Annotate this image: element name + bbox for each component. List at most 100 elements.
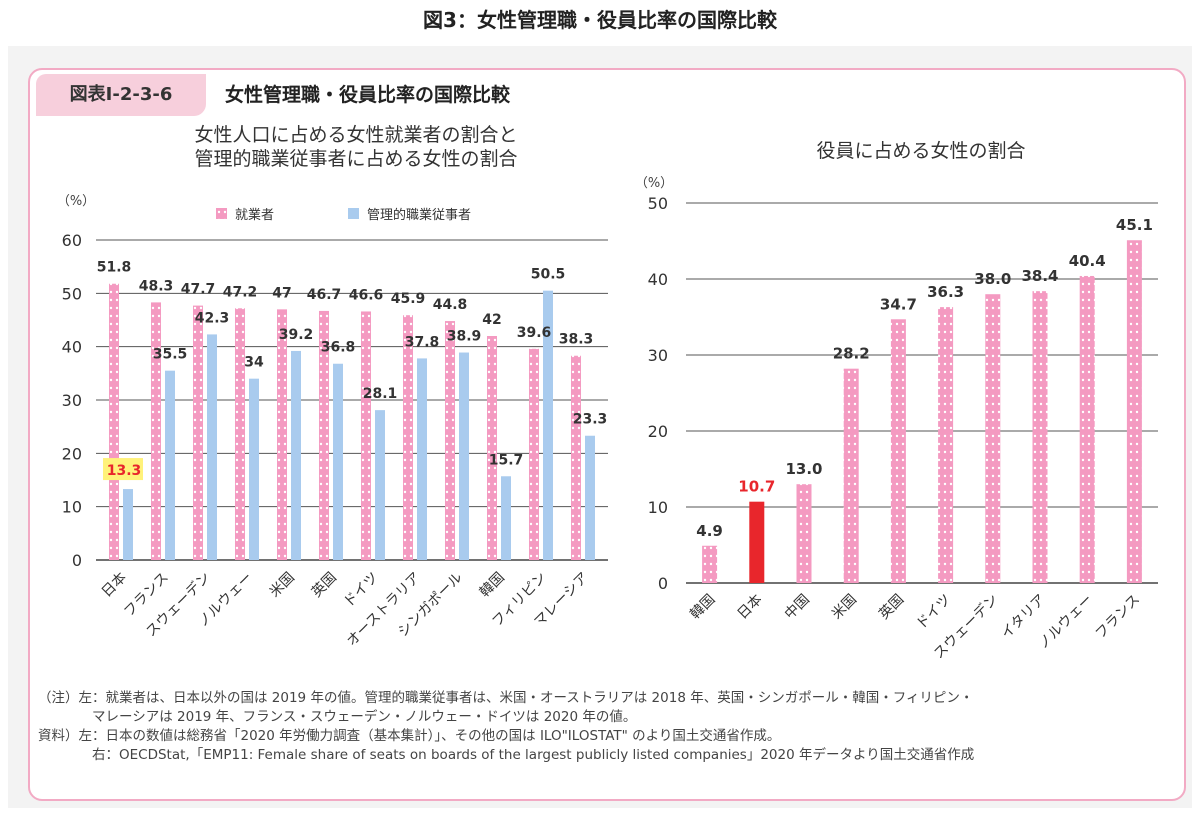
board-data-label: 13.0 bbox=[785, 460, 822, 478]
board-bar bbox=[1032, 291, 1048, 583]
data-label-employed: 46.6 bbox=[349, 287, 384, 303]
data-label-employed: 48.3 bbox=[139, 278, 174, 294]
legend-label-managers: 管理的職業従事者 bbox=[367, 207, 471, 223]
data-label-employed: 51.8 bbox=[97, 260, 132, 276]
bar-managers bbox=[585, 435, 595, 560]
data-label-managers: 28.1 bbox=[363, 386, 398, 402]
bar-managers bbox=[543, 290, 553, 560]
legend-label-employed: 就業者 bbox=[235, 207, 274, 223]
data-label-employed: 47.2 bbox=[223, 284, 258, 300]
board-bar bbox=[1126, 240, 1142, 584]
board-bar bbox=[702, 545, 718, 583]
right-chart-title: 役員に占める女性の割合 bbox=[816, 140, 1025, 162]
data-label-managers: 13.3 bbox=[107, 463, 142, 479]
data-label-managers: 37.8 bbox=[405, 334, 440, 350]
board-data-label: 45.1 bbox=[1116, 216, 1153, 234]
data-label-managers: 36.8 bbox=[321, 340, 356, 356]
left-category-label: 英国 bbox=[308, 569, 340, 601]
bar-employed bbox=[151, 302, 161, 560]
right-category-label: 英国 bbox=[875, 591, 907, 623]
left-y-tick-label: 60 bbox=[62, 231, 82, 250]
bar-managers bbox=[207, 334, 217, 560]
board-bar bbox=[890, 319, 906, 583]
right-y-tick-label: 10 bbox=[648, 498, 668, 517]
figure-number-tab: 図表Ⅰ-2-3-6 bbox=[36, 74, 206, 116]
board-data-label: 40.4 bbox=[1069, 252, 1106, 270]
bar-managers bbox=[165, 370, 175, 560]
right-y-tick-label: 20 bbox=[648, 422, 668, 441]
data-label-employed: 46.7 bbox=[307, 287, 342, 303]
right-chart: 役員に占める女性の割合 （%） 0 10 20 30 40 50 4.9 韓国 10.7 日本 13.0… bbox=[635, 140, 1158, 662]
page-title: 図3：女性管理職・役員比率の国際比較 bbox=[423, 8, 777, 32]
bar-employed bbox=[571, 355, 581, 560]
right-category-label: 日本 bbox=[735, 592, 766, 623]
data-label-employed: 47.7 bbox=[181, 282, 216, 298]
left-y-tick-label: 20 bbox=[62, 444, 82, 463]
board-bar bbox=[843, 368, 859, 583]
left-category-label: 日本 bbox=[99, 570, 130, 601]
board-data-label: 4.9 bbox=[696, 522, 723, 540]
data-label-employed: 39.6 bbox=[517, 325, 552, 341]
left-chart-title: 女性人口に占める女性就業者の割合と bbox=[194, 124, 517, 146]
left-chart-title: 管理的職業従事者に占める女性の割合 bbox=[194, 148, 517, 170]
note-line: 資料）左：日本の数値は総務省「2020 年労働力調査（基本集計）」、その他の国は… bbox=[38, 728, 781, 744]
figure-title: 女性管理職・役員比率の国際比較 bbox=[225, 84, 511, 106]
note-line: マレーシアは 2019 年、フランス・スウェーデン・ノルウェー・ドイツは 202… bbox=[92, 709, 637, 725]
data-label-employed: 42 bbox=[482, 312, 501, 328]
legend-swatch-managers bbox=[348, 208, 359, 219]
bar-employed bbox=[529, 348, 539, 560]
right-y-tick-label: 30 bbox=[648, 346, 668, 365]
bar-employed bbox=[445, 321, 455, 560]
figure-notes: （注）左：就業者は、日本以外の国は 2019 年の値。管理的職業従事者は、米国・… bbox=[38, 689, 1178, 765]
note-line: 右：OECDStat,「EMP11: Female share of seats… bbox=[92, 747, 975, 763]
right-y-tick-label: 0 bbox=[658, 574, 668, 593]
right-category-label: 中国 bbox=[782, 592, 813, 623]
left-y-tick-label: 10 bbox=[62, 498, 82, 517]
bar-managers bbox=[501, 476, 511, 560]
left-category-label: 韓国 bbox=[477, 570, 508, 601]
data-label-managers: 50.5 bbox=[531, 267, 566, 283]
board-data-label: 38.0 bbox=[974, 270, 1011, 288]
right-category-label: 米国 bbox=[829, 592, 860, 623]
left-y-tick-label: 40 bbox=[62, 338, 82, 357]
bar-managers bbox=[417, 358, 427, 560]
board-bar bbox=[985, 294, 1001, 583]
left-category-label: ドイツ bbox=[341, 570, 382, 611]
left-y-tick-label: 30 bbox=[62, 391, 82, 410]
bar-managers bbox=[333, 363, 343, 560]
board-data-label: 34.7 bbox=[880, 295, 917, 313]
right-y-unit: （%） bbox=[635, 176, 673, 191]
board-bar bbox=[938, 307, 954, 583]
right-category-label: 韓国 bbox=[687, 592, 718, 623]
board-bar bbox=[1079, 275, 1095, 583]
bar-employed bbox=[319, 310, 329, 560]
bar-employed bbox=[487, 336, 497, 560]
data-label-managers: 38.9 bbox=[447, 329, 482, 345]
left-category-label: オーストラリア bbox=[344, 570, 424, 650]
right-category-label: フランス bbox=[1093, 592, 1144, 643]
bar-employed bbox=[109, 283, 119, 560]
bar-managers bbox=[123, 489, 133, 560]
board-data-label: 38.4 bbox=[1021, 267, 1058, 285]
legend-swatch-employed bbox=[216, 208, 227, 219]
data-label-managers: 39.2 bbox=[279, 327, 314, 343]
bar-employed bbox=[277, 309, 287, 560]
left-y-tick-label: 0 bbox=[72, 551, 82, 570]
bar-employed bbox=[235, 308, 245, 560]
right-y-tick-label: 50 bbox=[648, 194, 668, 213]
bar-managers bbox=[291, 350, 301, 560]
highlight-box bbox=[103, 458, 143, 481]
right-category-label: ドイツ bbox=[913, 592, 954, 633]
bar-managers bbox=[249, 378, 259, 560]
data-label-managers: 15.7 bbox=[489, 452, 524, 468]
data-label-employed: 47 bbox=[272, 285, 291, 301]
left-y-tick-label: 50 bbox=[62, 284, 82, 303]
board-data-label: 10.7 bbox=[738, 478, 775, 496]
bar-employed bbox=[193, 305, 203, 560]
board-bar bbox=[796, 484, 812, 583]
data-label-managers: 42.3 bbox=[195, 310, 230, 326]
data-label-managers: 35.5 bbox=[153, 347, 188, 363]
right-y-tick-label: 40 bbox=[648, 270, 668, 289]
